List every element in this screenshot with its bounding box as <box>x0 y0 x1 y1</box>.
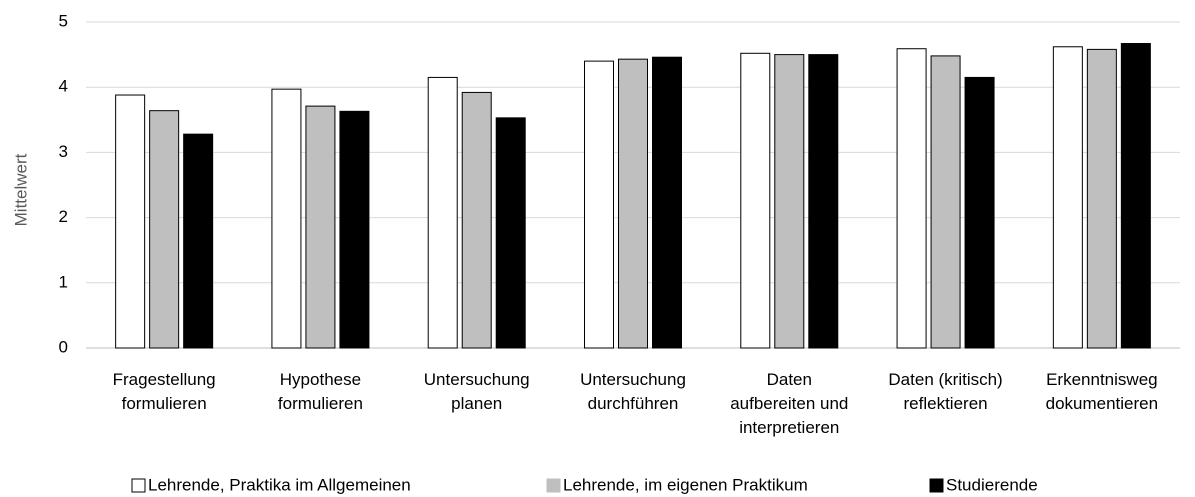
y-tick-label: 1 <box>59 272 68 291</box>
bar <box>149 110 180 349</box>
bar <box>427 76 458 349</box>
x-tick-label-line: Daten <box>767 370 812 389</box>
bar <box>305 105 336 349</box>
legend-swatch <box>131 478 146 493</box>
bar <box>740 52 771 349</box>
x-tick-label-line: formulieren <box>278 394 363 413</box>
x-tick-label-line: Hypothese <box>280 370 361 389</box>
x-tick-label-line: formulieren <box>122 394 207 413</box>
legend-swatch <box>546 478 561 493</box>
x-tick-label-line: interpretieren <box>739 418 839 437</box>
bar <box>339 110 370 349</box>
y-axis-label: Mittelwert <box>11 153 30 226</box>
y-tick-label: 0 <box>59 337 68 356</box>
x-tick-label: Daten aufbereiten und interpretieren <box>730 370 848 437</box>
bar <box>1120 43 1151 349</box>
x-tick-label: Erkenntnisweg dokumentieren <box>1046 370 1158 413</box>
y-tick-label: 2 <box>59 207 68 226</box>
x-tick-label-line: Untersuchung <box>580 370 686 389</box>
legend-label: Lehrende, im eigenen Praktikum <box>563 475 808 494</box>
bar <box>1086 48 1117 349</box>
x-tick-label-line: Fragestellung <box>113 370 216 389</box>
bar <box>461 91 492 349</box>
x-tick-label: Untersuchung planen <box>424 370 530 413</box>
legend-swatch <box>929 478 944 493</box>
bar <box>183 133 214 349</box>
x-tick-label-line: aufbereiten und <box>730 394 848 413</box>
x-tick-label-line: planen <box>451 394 502 413</box>
y-tick-label: 5 <box>59 11 68 30</box>
bar <box>930 55 961 349</box>
x-tick-label-line: durchführen <box>588 394 679 413</box>
legend-label: Lehrende, Praktika im Allgemeinen <box>148 475 411 494</box>
x-tick-label: Hypothese formulieren <box>278 370 363 413</box>
bar <box>495 117 526 349</box>
x-tick-label-line: reflektieren <box>904 394 988 413</box>
bar <box>584 60 614 349</box>
bar <box>808 54 839 349</box>
x-tick-label: Untersuchung durchführen <box>580 370 686 413</box>
bar <box>618 58 648 349</box>
x-tick-label-line: dokumentieren <box>1046 394 1158 413</box>
bar <box>271 88 302 349</box>
x-tick-label: Daten (kritisch) reflektieren <box>888 370 1002 413</box>
y-tick-label: 3 <box>59 142 68 161</box>
bar <box>964 76 995 349</box>
bar <box>115 94 146 349</box>
x-tick-label-line: Daten (kritisch) <box>888 370 1002 389</box>
x-tick-label: Fragestellung formulieren <box>113 370 216 413</box>
bar <box>652 56 682 349</box>
x-tick-label-line: Erkenntnisweg <box>1046 370 1158 389</box>
bar <box>774 54 805 349</box>
bar <box>1052 46 1083 349</box>
bar <box>896 48 927 349</box>
y-tick-label: 4 <box>59 77 68 96</box>
legend-label: Studierende <box>946 475 1038 494</box>
x-tick-label-line: Untersuchung <box>424 370 530 389</box>
